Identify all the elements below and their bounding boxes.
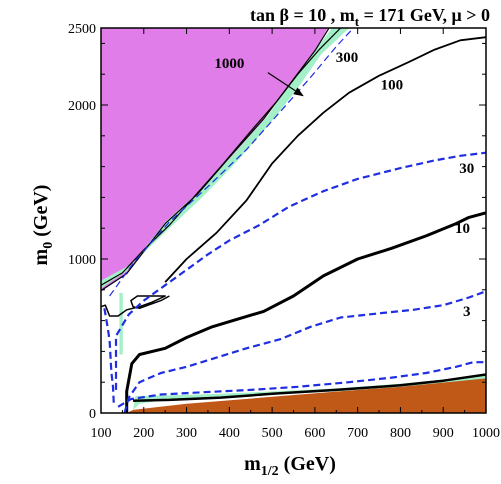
x-axis-label: m1/2 (GeV) (244, 453, 336, 479)
contour-line-10 (133, 373, 486, 402)
series-lines (101, 28, 486, 413)
x-tick-label: 400 (219, 426, 240, 441)
regions (101, 28, 486, 413)
x-tick-label: 500 (262, 426, 283, 441)
x-tick-label: 1000 (472, 426, 500, 441)
region-2 (101, 28, 350, 289)
contour-line-4 (101, 295, 170, 317)
contour-label-30: 30 (459, 161, 474, 177)
x-tick-label: 800 (390, 426, 411, 441)
x-tick-label: 900 (433, 426, 454, 441)
contour-line-8 (103, 308, 115, 404)
contour-line-100 (164, 36, 486, 283)
contour-label-100: 100 (381, 78, 404, 94)
y-axis-label: m0 (GeV) (30, 185, 56, 266)
annotation-arrow (267, 72, 304, 97)
annotations: 1000 300 100 30 10 3 (214, 50, 474, 320)
contour-line-9 (117, 361, 486, 408)
contour-label-1000: 1000 (214, 56, 244, 72)
contour-line-3 (123, 290, 486, 413)
chart-title: tan β = 10 , mt = 171 GeV, μ > 0 (250, 5, 490, 29)
contour-line-10 (125, 211, 486, 413)
contour-label-10: 10 (455, 221, 470, 237)
y-tick-label: 2000 (68, 99, 96, 114)
x-axis-ticks: 100 200 300 400 500 600 700 800 900 1000 (91, 28, 500, 441)
y-tick-label: 0 (89, 407, 96, 422)
region-4 (119, 292, 123, 355)
y-axis-ticks: 0 1000 2000 2500 (68, 22, 486, 422)
x-tick-label: 600 (304, 426, 325, 441)
contour-line-30 (114, 151, 486, 390)
contour-label-300: 300 (336, 50, 359, 66)
x-tick-label: 300 (176, 426, 197, 441)
x-tick-label: 700 (347, 426, 368, 441)
y-tick-label: 1000 (68, 253, 96, 268)
x-tick-label: 200 (133, 426, 154, 441)
contour-line-300 (109, 28, 354, 297)
contour-line-1 (101, 28, 342, 286)
region-0 (101, 28, 328, 292)
y-tick-label: 2500 (68, 22, 96, 37)
x-tick-label: 100 (91, 426, 112, 441)
contour-label-3: 3 (463, 304, 471, 320)
